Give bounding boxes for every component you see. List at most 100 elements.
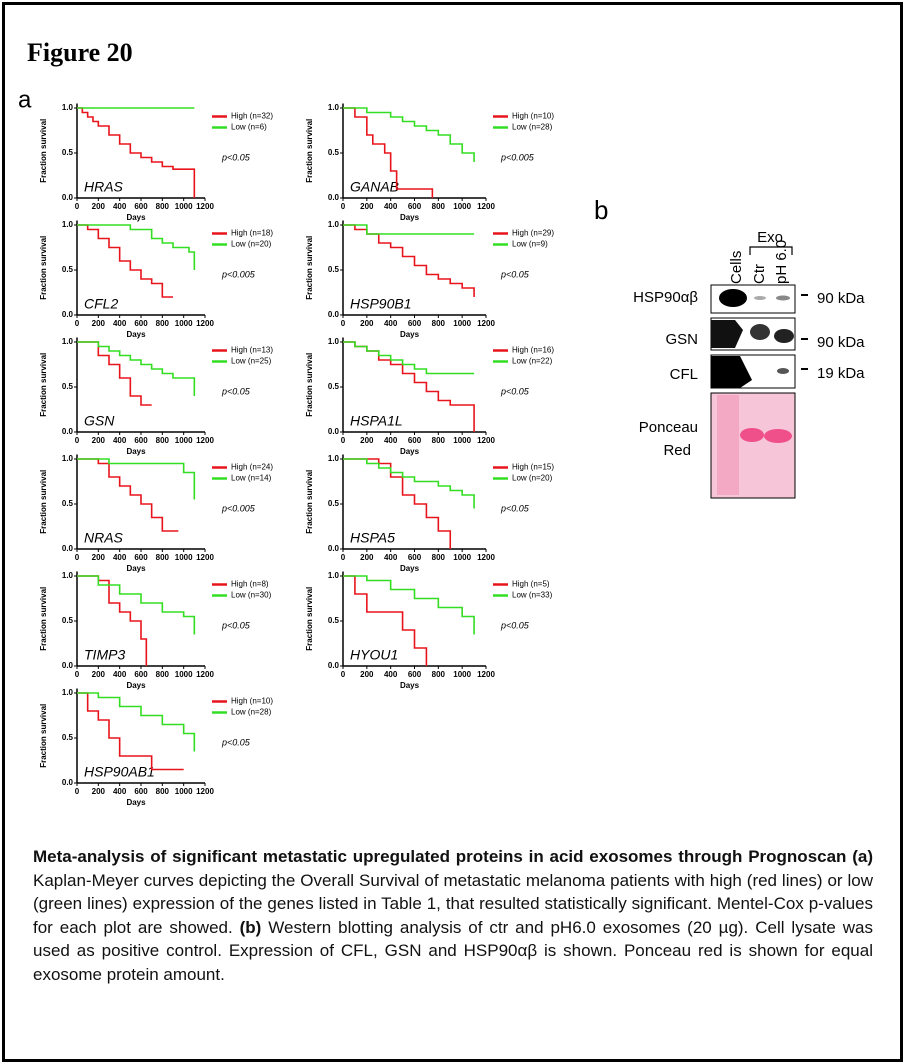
y-tick-label: 0.5 <box>62 382 74 391</box>
y-tick-label: 1.0 <box>62 220 74 229</box>
x-tick-label: 1200 <box>196 670 214 679</box>
x-tick-label: 600 <box>408 670 422 679</box>
x-tick-label: 400 <box>113 319 127 328</box>
x-tick-label: 0 <box>341 319 346 328</box>
x-tick-label: 600 <box>408 436 422 445</box>
x-tick-label: 800 <box>432 553 446 562</box>
y-tick-label: 1.0 <box>62 103 74 112</box>
km-plot: 0.00.51.0020040060080010001200Fraction s… <box>305 220 554 339</box>
page: {"header": {"title": "Figure 20"}, "pane… <box>0 0 905 1064</box>
legend-label: High (n=15) <box>512 463 554 472</box>
p-value: p<0.05 <box>221 152 251 162</box>
survival-curve <box>343 576 474 635</box>
y-tick-label: 0.5 <box>62 733 74 742</box>
y-tick-label: 0.5 <box>328 499 340 508</box>
x-tick-label: 1000 <box>175 670 193 679</box>
y-tick-label: 0.5 <box>62 265 74 274</box>
y-axis-label: Fraction survival <box>39 470 48 534</box>
gene-label: GSN <box>84 413 115 429</box>
y-tick-label: 1.0 <box>62 337 74 346</box>
y-tick-label: 1.0 <box>328 337 340 346</box>
row-label: HSP90αβ <box>633 289 698 306</box>
survival-curve <box>77 459 178 531</box>
x-tick-label: 800 <box>156 319 170 328</box>
y-tick-label: 1.0 <box>62 688 74 697</box>
x-tick-label: 400 <box>113 436 127 445</box>
x-tick-label: 0 <box>75 553 80 562</box>
y-axis-label: Fraction survival <box>39 353 48 417</box>
survival-curve <box>77 459 194 500</box>
y-tick-label: 0.0 <box>62 427 74 436</box>
x-tick-label: 200 <box>92 787 106 796</box>
legend-label: Low (n=9) <box>512 240 548 249</box>
legend-label: High (n=5) <box>512 580 550 589</box>
x-tick-label: 800 <box>432 436 446 445</box>
marker-label: 90 kDa <box>817 334 865 351</box>
legend-label: High (n=10) <box>231 697 273 706</box>
x-tick-label: 600 <box>134 319 148 328</box>
p-value: p<0.005 <box>221 503 256 513</box>
caption: Meta-analysis of significant metastatic … <box>33 845 873 987</box>
gene-label: TIMP3 <box>84 647 125 663</box>
x-tick-label: 0 <box>341 553 346 562</box>
x-tick-label: 200 <box>360 670 374 679</box>
y-axis-label: Fraction survival <box>305 119 314 183</box>
x-tick-label: 200 <box>92 319 106 328</box>
x-tick-label: 400 <box>113 670 127 679</box>
x-tick-label: 600 <box>134 553 148 562</box>
y-axis-label: Fraction survival <box>305 587 314 651</box>
y-tick-label: 0.5 <box>62 499 74 508</box>
y-axis-label: Fraction survival <box>305 470 314 534</box>
x-tick-label: 1200 <box>477 319 495 328</box>
gene-label: HSPA1L <box>350 413 403 429</box>
survival-curve <box>77 576 194 635</box>
y-tick-label: 0.0 <box>62 193 74 202</box>
x-axis-label: Days <box>126 330 146 339</box>
legend-label: High (n=16) <box>512 346 554 355</box>
legend-label: High (n=29) <box>512 229 554 238</box>
legend-label: High (n=10) <box>512 112 554 121</box>
x-tick-label: 0 <box>75 787 80 796</box>
x-tick-label: 1000 <box>453 670 471 679</box>
x-tick-label: 200 <box>360 202 374 211</box>
survival-curve <box>343 342 474 374</box>
survival-curve <box>343 108 474 162</box>
x-axis-label: Days <box>400 330 420 339</box>
gene-label: CFL2 <box>84 296 118 312</box>
figure-title: Figure 20 <box>27 38 133 67</box>
legend-label: Low (n=20) <box>512 474 553 483</box>
x-tick-label: 400 <box>113 202 127 211</box>
x-axis-label: Days <box>400 681 420 690</box>
x-tick-label: 0 <box>75 436 80 445</box>
ponceau-band <box>740 428 764 442</box>
x-tick-label: 400 <box>384 202 398 211</box>
x-tick-label: 400 <box>384 319 398 328</box>
p-value: p<0.05 <box>500 620 530 630</box>
km-plot: 0.00.51.0020040060080010001200Fraction s… <box>39 337 273 456</box>
x-axis-label: Days <box>126 447 146 456</box>
x-tick-label: 200 <box>360 319 374 328</box>
x-axis-label: Days <box>400 213 420 222</box>
y-axis-label: Fraction survival <box>39 119 48 183</box>
y-tick-label: 1.0 <box>62 454 74 463</box>
x-tick-label: 800 <box>156 787 170 796</box>
y-axis-label: Fraction survival <box>39 587 48 651</box>
x-tick-label: 0 <box>341 670 346 679</box>
x-tick-label: 400 <box>384 670 398 679</box>
lane-label: Cells <box>728 251 745 284</box>
y-tick-label: 0.0 <box>62 544 74 553</box>
x-tick-label: 600 <box>134 670 148 679</box>
survival-curve <box>77 693 194 752</box>
y-tick-label: 0.0 <box>62 778 74 787</box>
lane-label: Ctr <box>751 264 768 284</box>
y-tick-label: 0.0 <box>62 661 74 670</box>
y-tick-label: 0.0 <box>328 310 340 319</box>
p-value: p<0.005 <box>500 152 535 162</box>
x-tick-label: 800 <box>432 202 446 211</box>
x-tick-label: 1000 <box>175 787 193 796</box>
